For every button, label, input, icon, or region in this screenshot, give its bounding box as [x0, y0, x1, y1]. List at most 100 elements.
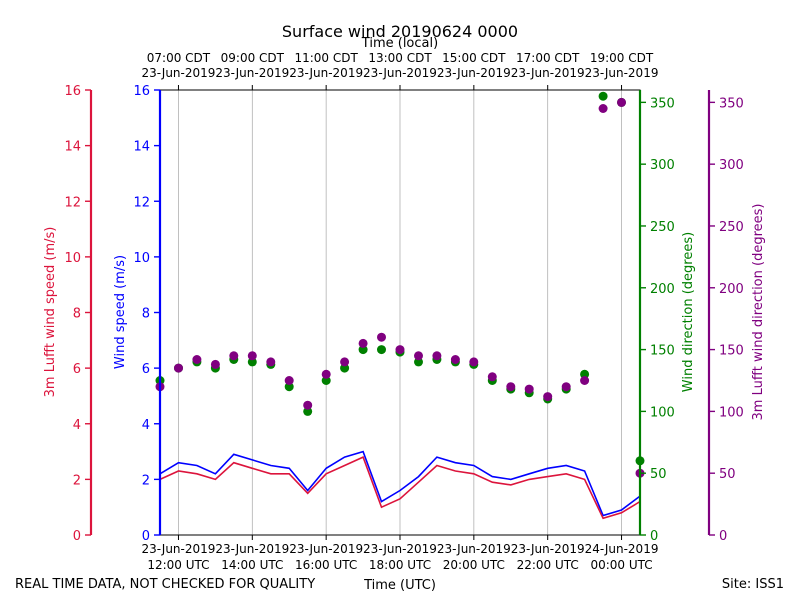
- lufft-speed-axis-tick-label: 0: [73, 529, 81, 544]
- speed-axis-tick-label: 4: [142, 418, 150, 433]
- 3m-lufft-wind-direction-point: [524, 384, 534, 394]
- direction-axis-tick-label: 250: [650, 220, 675, 235]
- plot-data: [155, 91, 645, 520]
- wind-direction-point: [580, 369, 590, 379]
- lufft-direction-axis-tick-label: 50: [719, 467, 736, 482]
- direction-axis-label: Wind direction (degrees): [681, 232, 696, 392]
- top-tick-label-time: 07:00 CDT: [147, 51, 211, 65]
- 3m-lufft-wind-direction-point: [395, 345, 405, 355]
- lufft-speed-axis-tick-label: 16: [64, 84, 81, 99]
- top-tick-label-time: 19:00 CDT: [590, 51, 654, 65]
- x-tick-label-time: 12:00 UTC: [147, 558, 209, 572]
- speed-axis-tick-label: 0: [142, 529, 150, 544]
- speed-axis-label: Wind speed (m/s): [113, 255, 128, 369]
- chart-title: Surface wind 20190624 0000: [282, 22, 518, 41]
- x-tick-label-date: 23-Jun-2019: [437, 542, 511, 556]
- lufft-direction-axis-tick-label: 350: [719, 96, 744, 111]
- x-tick-label-time: 18:00 UTC: [369, 558, 431, 572]
- lufft-direction-axis-tick-label: 0: [719, 529, 727, 544]
- x-tick-label-date: 23-Jun-2019: [363, 542, 437, 556]
- x-tick-label-time: 22:00 UTC: [517, 558, 579, 572]
- wind-direction-point: [358, 345, 368, 355]
- 3m-lufft-wind-direction-point: [598, 104, 608, 113]
- lufft-direction-axis-label: 3m Lufft wind direction (degrees): [751, 204, 766, 421]
- 3m-lufft-wind-speed-line: [159, 456, 641, 520]
- lufft-speed-axis-tick-label: 10: [64, 251, 81, 266]
- 3m-lufft-wind-direction-point: [284, 376, 294, 385]
- top-tick-label-date: 23-Jun-2019: [585, 66, 659, 80]
- direction-axis-tick-label: 150: [650, 344, 675, 359]
- 3m-lufft-wind-direction-point: [340, 357, 350, 367]
- direction-axis-tick-label: 300: [650, 158, 675, 173]
- quality-note: REAL TIME DATA, NOT CHECKED FOR QUALITY: [15, 577, 315, 592]
- 3m-lufft-wind-direction-point: [266, 357, 276, 367]
- speed-axis-tick-label: 6: [142, 362, 150, 377]
- x-tick-label-time: 16:00 UTC: [295, 558, 357, 572]
- 3m-lufft-wind-direction-point: [543, 392, 553, 402]
- speed-axis-tick-label: 14: [133, 140, 150, 155]
- 3m-lufft-wind-direction-point: [414, 351, 423, 361]
- 3m-lufft-wind-direction-point: [358, 338, 368, 348]
- top-tick-label-time: 11:00 CDT: [294, 51, 358, 65]
- direction-axis-tick-label: 350: [650, 96, 675, 111]
- lufft-speed-axis-tick-label: 2: [73, 473, 81, 488]
- lufft-speed-axis-label: 3m Lufft wind speed (m/s): [43, 227, 58, 398]
- wind-direction-point: [340, 363, 350, 373]
- direction-axis-tick-label: 50: [650, 467, 667, 482]
- lufft-direction-axis-tick-label: 200: [719, 282, 744, 297]
- top-tick-label-time: 09:00 CDT: [221, 51, 285, 65]
- 3m-lufft-wind-direction-point: [210, 359, 220, 369]
- wind-direction-point: [598, 91, 608, 101]
- wind-direction-point: [321, 376, 331, 385]
- wind-speed-line: [159, 450, 641, 517]
- top-tick-label-date: 23-Jun-2019: [142, 66, 216, 80]
- direction-axis-tick-label: 100: [650, 405, 675, 420]
- 3m-lufft-wind-direction-point: [617, 97, 626, 107]
- wind-direction-point: [284, 382, 294, 392]
- top-tick-label-date: 23-Jun-2019: [437, 66, 511, 80]
- 3m-lufft-wind-direction-point: [192, 355, 202, 364]
- x-tick-label-date: 23-Jun-2019: [215, 542, 289, 556]
- x-tick-label-date: 24-Jun-2019: [585, 542, 659, 556]
- x-tick-label-time: 00:00 UTC: [590, 558, 652, 572]
- 3m-lufft-wind-direction-point: [469, 357, 479, 367]
- top-tick-label-date: 23-Jun-2019: [289, 66, 363, 80]
- speed-axis-tick-label: 16: [133, 84, 150, 99]
- x-tick-label-time: 14:00 UTC: [221, 558, 283, 572]
- x-tick-label-time: 20:00 UTC: [443, 558, 505, 572]
- 3m-lufft-wind-direction-point: [247, 351, 257, 361]
- speed-axis-tick-label: 8: [142, 307, 150, 322]
- 3m-lufft-wind-direction-point: [321, 369, 331, 379]
- lufft-speed-axis-tick-label: 12: [64, 195, 81, 210]
- x-tick-label-date: 23-Jun-2019: [511, 542, 585, 556]
- lufft-direction-axis-tick-label: 100: [719, 405, 744, 420]
- lufft-speed-axis-tick-label: 6: [73, 362, 81, 377]
- speed-axis-tick-label: 12: [133, 195, 150, 210]
- lufft-direction-axis-tick-label: 250: [719, 220, 744, 235]
- lufft-direction-axis-tick-label: 150: [719, 344, 744, 359]
- 3m-lufft-wind-direction-point: [303, 400, 313, 410]
- 3m-lufft-wind-direction-point: [432, 351, 442, 361]
- wind-direction-point: [377, 345, 386, 355]
- top-tick-label-time: 13:00 CDT: [368, 51, 432, 65]
- 3m-lufft-wind-direction-point: [174, 363, 183, 373]
- top-tick-label-date: 23-Jun-2019: [215, 66, 289, 80]
- top-tick-label-date: 23-Jun-2019: [511, 66, 585, 80]
- direction-axis-tick-label: 200: [650, 282, 675, 297]
- 3m-lufft-wind-direction-point: [561, 382, 571, 392]
- 3m-lufft-wind-direction-point: [487, 372, 497, 382]
- top-axis-title: Time (local): [361, 36, 438, 51]
- lufft-speed-axis-tick-label: 14: [64, 140, 81, 155]
- direction-axis-tick-label: 0: [650, 529, 658, 544]
- lufft-speed-axis-tick-label: 4: [73, 418, 81, 433]
- x-tick-label-date: 23-Jun-2019: [142, 542, 216, 556]
- speed-axis-tick-label: 10: [133, 251, 150, 266]
- 3m-lufft-wind-direction-point: [506, 382, 516, 392]
- top-tick-label-date: 23-Jun-2019: [363, 66, 437, 80]
- top-tick-label-time: 17:00 CDT: [516, 51, 580, 65]
- 3m-lufft-wind-direction-point: [229, 351, 239, 361]
- grid: [178, 90, 622, 535]
- x-axis-label: Time (UTC): [363, 578, 436, 593]
- lufft-speed-axis-tick-label: 8: [73, 307, 81, 322]
